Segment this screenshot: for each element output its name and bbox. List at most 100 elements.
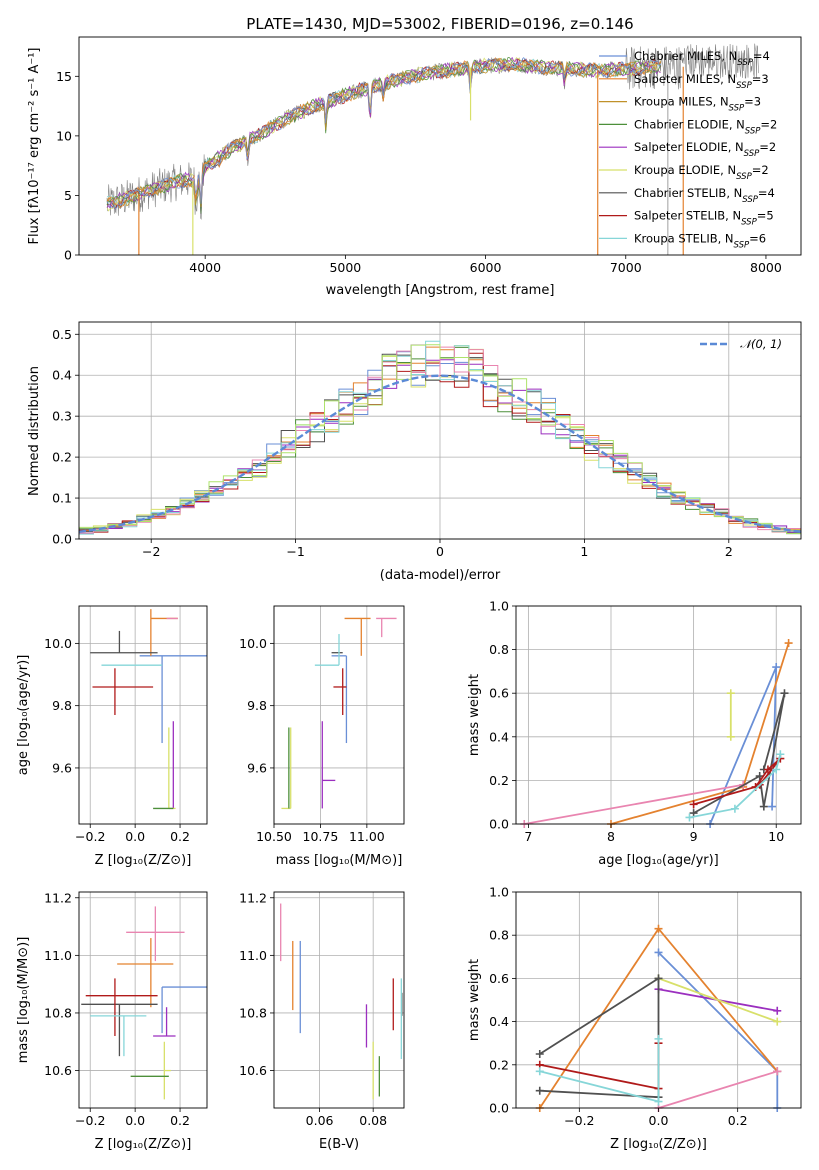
weight-line	[658, 977, 778, 1023]
y-tick-label: 1.0	[489, 885, 509, 900]
weight-marker	[689, 809, 698, 818]
x-tick-label: 0.0	[649, 1113, 669, 1128]
x-tick-label: −0.2	[75, 1113, 105, 1128]
weight-vs-age-y-label: mass weight	[467, 674, 482, 756]
weight-marker	[776, 750, 785, 759]
residuals-panel: −2 −1 0 1 2 0.0 0.1 0.2 0.3 0.4 0.5 (data-model)/e…	[27, 321, 802, 583]
y-tick-label: 1.0	[489, 599, 509, 614]
y-tick-label: 11.0	[44, 948, 72, 963]
age-vs-mass-panel: 10.50 10.75 11.00 9.6 9.8 10.0 mass [log₁₀(M/M…	[239, 605, 405, 868]
weight-marker	[784, 639, 793, 648]
y-tick-label: 10.0	[44, 636, 72, 651]
age-vs-z-x-label: Z [log₁₀(Z/Z⊙)]	[95, 853, 192, 868]
weight-line	[524, 783, 744, 825]
y-tick-label: 10.8	[44, 1005, 72, 1020]
y-tick-label: 0.6	[489, 971, 509, 986]
weight-marker	[772, 765, 781, 774]
x-tick-label: 0.0	[125, 1113, 145, 1128]
age-vs-mass-marks	[281, 617, 397, 810]
y-tick-label: 0.6	[489, 686, 509, 701]
y-tick-label: 0.2	[489, 773, 509, 788]
chart-title: PLATE=1430, MJD=53002, FIBERID=0196, z=0…	[246, 15, 633, 33]
spectrum-panel: 4000 5000 6000 7000 8000 0 5 10 15 wavelength [A…	[27, 36, 802, 298]
mass-vs-z-marks	[81, 906, 207, 1100]
x-tick-label: 11.00	[349, 829, 385, 844]
x-tick-label: 0.08	[359, 1113, 387, 1128]
y-tick-label: 0.4	[489, 1014, 509, 1029]
weight-marker	[773, 1067, 782, 1076]
weight-marker	[654, 948, 663, 957]
age-vs-z-y-label: age [log₁₀(age/yr)]	[16, 655, 31, 776]
mass-vs-z-y-label: mass [log₁₀(M/M⊙)]	[16, 937, 31, 1064]
weight-marker	[689, 800, 698, 809]
weight-line	[689, 753, 782, 819]
gaussian-legend-label: 𝒩(0, 1)	[740, 337, 782, 351]
weight-vs-z-panel: −0.2 0.0 0.2 0.0 0.2 0.4 0.6 0.8 1.0 Z [log₁₀(Z/Z…	[467, 885, 802, 1152]
age-vs-z-panel: −0.2 0.0 0.2 9.6 9.8 10.0 Z [log₁₀(Z/Z⊙)] age […	[16, 605, 208, 868]
x-tick-label: 0.2	[170, 1113, 190, 1128]
x-tick-label: −1	[286, 544, 304, 559]
y-tick-label: 0.1	[52, 491, 72, 506]
age-vs-z-frame	[78, 605, 208, 825]
weight-vs-age-panel: 7 8 9 10 0.0 0.2 0.4 0.6 0.8 1.0 age [log₁₀(age/yr…	[467, 599, 802, 868]
y-tick-label: 10.6	[239, 1063, 267, 1078]
weight-marker	[654, 1097, 663, 1106]
mass-vs-z-panel: −0.2 0.0 0.2 10.6 10.8 11.0 11.2 Z [log₁₀(Z/Z⊙)…	[16, 890, 208, 1152]
weight-marker	[685, 813, 694, 822]
x-tick-label: 7	[524, 829, 532, 844]
spectrum-frame	[78, 36, 802, 256]
mass-vs-ebv-x-label: E(B-V)	[319, 1137, 359, 1152]
x-tick-label: 1	[580, 544, 588, 559]
y-tick-label: 9.8	[247, 698, 267, 713]
x-tick-label: 9	[690, 829, 698, 844]
x-tick-label: 2	[725, 544, 733, 559]
weight-marker	[726, 732, 735, 741]
weight-marker	[535, 1086, 544, 1095]
spectrum-x-label: wavelength [Angstrom, rest frame]	[326, 283, 555, 298]
mass-vs-z-grid	[79, 892, 207, 1108]
weight-marker	[535, 1050, 544, 1058]
y-tick-label: 0.0	[489, 817, 509, 832]
y-tick-label: 10.0	[239, 636, 267, 651]
weight-marker	[768, 802, 777, 811]
weight-line	[658, 1070, 778, 1109]
spectrum-ticks: 4000 5000 6000 7000 8000 0 5 10 15	[56, 69, 782, 275]
residuals-ticks: −2 −1 0 1 2 0.0 0.1 0.2 0.3 0.4 0.5	[52, 327, 733, 559]
weight-marker	[773, 1006, 782, 1015]
weight-marker	[730, 804, 739, 813]
x-tick-label: 0.06	[306, 1113, 334, 1128]
y-tick-label: 0.3	[52, 409, 72, 424]
weight-marker	[772, 663, 781, 672]
x-tick-label: 5000	[329, 260, 361, 275]
weight-marker	[763, 765, 772, 774]
residuals-x-label: (data-model)/error	[380, 568, 501, 583]
x-tick-label: 10.75	[303, 829, 339, 844]
weight-vs-z-x-label: Z [log₁₀(Z/Z⊙)]	[610, 1137, 707, 1152]
y-tick-label: 0.0	[489, 1101, 509, 1116]
x-tick-label: 8000	[750, 260, 782, 275]
mass-vs-ebv-panel: 0.06 0.08 10.6 10.8 11.0 11.2 E(B-V)	[239, 890, 405, 1152]
y-tick-label: 11.2	[44, 890, 72, 905]
age-vs-mass-frame	[273, 605, 405, 825]
y-tick-label: 0.8	[489, 642, 509, 657]
x-tick-label: 10	[768, 829, 784, 844]
age-vs-mass-x-label: mass [log₁₀(M/M⊙)]	[276, 853, 403, 868]
y-tick-label: 0.4	[52, 368, 72, 383]
x-tick-label: 6000	[470, 260, 502, 275]
weight-marker	[654, 1034, 663, 1043]
spectrum-lines	[106, 43, 759, 255]
x-tick-label: 0.2	[728, 1113, 748, 1128]
gaussian-curve	[78, 374, 802, 533]
residuals-y-label: Normed distribution	[27, 366, 42, 496]
age-vs-z-grid	[79, 606, 207, 824]
x-tick-label: 0.0	[125, 829, 145, 844]
weight-marker	[773, 1017, 782, 1026]
y-tick-label: 0.2	[52, 450, 72, 465]
y-tick-label: 0.5	[52, 327, 72, 342]
weight-marker	[654, 974, 663, 983]
mass-vs-z-x-label: Z [log₁₀(Z/Z⊙)]	[95, 1137, 192, 1152]
residuals-legend: 𝒩(0, 1)	[700, 337, 782, 351]
residual-histogram	[79, 346, 801, 534]
x-tick-label: 0.2	[170, 829, 190, 844]
weight-marker	[726, 689, 735, 698]
